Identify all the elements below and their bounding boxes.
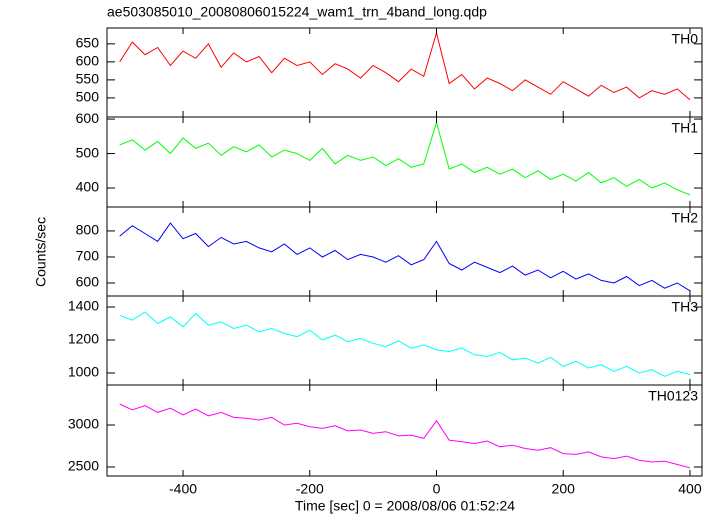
x-tick-label: 400 <box>678 481 702 497</box>
y-tick-label: 800 <box>76 222 100 238</box>
series-label: TH1 <box>672 120 699 136</box>
y-tick-label: 1400 <box>68 298 99 314</box>
data-line <box>119 403 691 469</box>
y-tick-label: 600 <box>76 53 100 69</box>
y-tick-label: 3000 <box>68 416 99 432</box>
y-tick-label: 1200 <box>68 331 99 347</box>
x-tick-label: -400 <box>169 481 197 497</box>
panel-frame <box>106 116 703 208</box>
panel-frame <box>106 295 703 386</box>
y-tick-label: 600 <box>76 274 100 290</box>
x-tick-label: 200 <box>552 481 576 497</box>
series-label: TH2 <box>672 210 699 226</box>
y-tick-label: 600 <box>76 110 100 126</box>
y-tick-label: 500 <box>76 89 100 105</box>
series-label: TH0 <box>672 31 699 47</box>
x-axis-label: Time [sec] 0 = 2008/08/06 01:52:24 <box>295 498 515 514</box>
series-label: TH3 <box>672 299 699 315</box>
data-line <box>119 120 691 196</box>
y-tick-label: 700 <box>76 248 100 264</box>
panel-frame <box>106 384 703 477</box>
panel-frame <box>106 27 703 118</box>
y-tick-label: 650 <box>76 35 100 51</box>
y-tick-label: 400 <box>76 179 100 195</box>
y-tick-label: 2500 <box>68 458 99 474</box>
x-tick-label: -200 <box>296 481 324 497</box>
data-line <box>119 311 691 377</box>
y-tick-label: 550 <box>76 71 100 87</box>
data-line <box>119 222 691 292</box>
x-tick-label: 0 <box>433 481 441 497</box>
chart-title: ae503085010_20080806015224_wam1_trn_4ban… <box>107 4 487 20</box>
series-label: TH0123 <box>648 388 698 404</box>
y-tick-label: 1000 <box>68 364 99 380</box>
y-axis-label: Counts/sec <box>33 217 49 287</box>
y-tick-label: 500 <box>76 144 100 160</box>
data-line <box>119 31 691 101</box>
